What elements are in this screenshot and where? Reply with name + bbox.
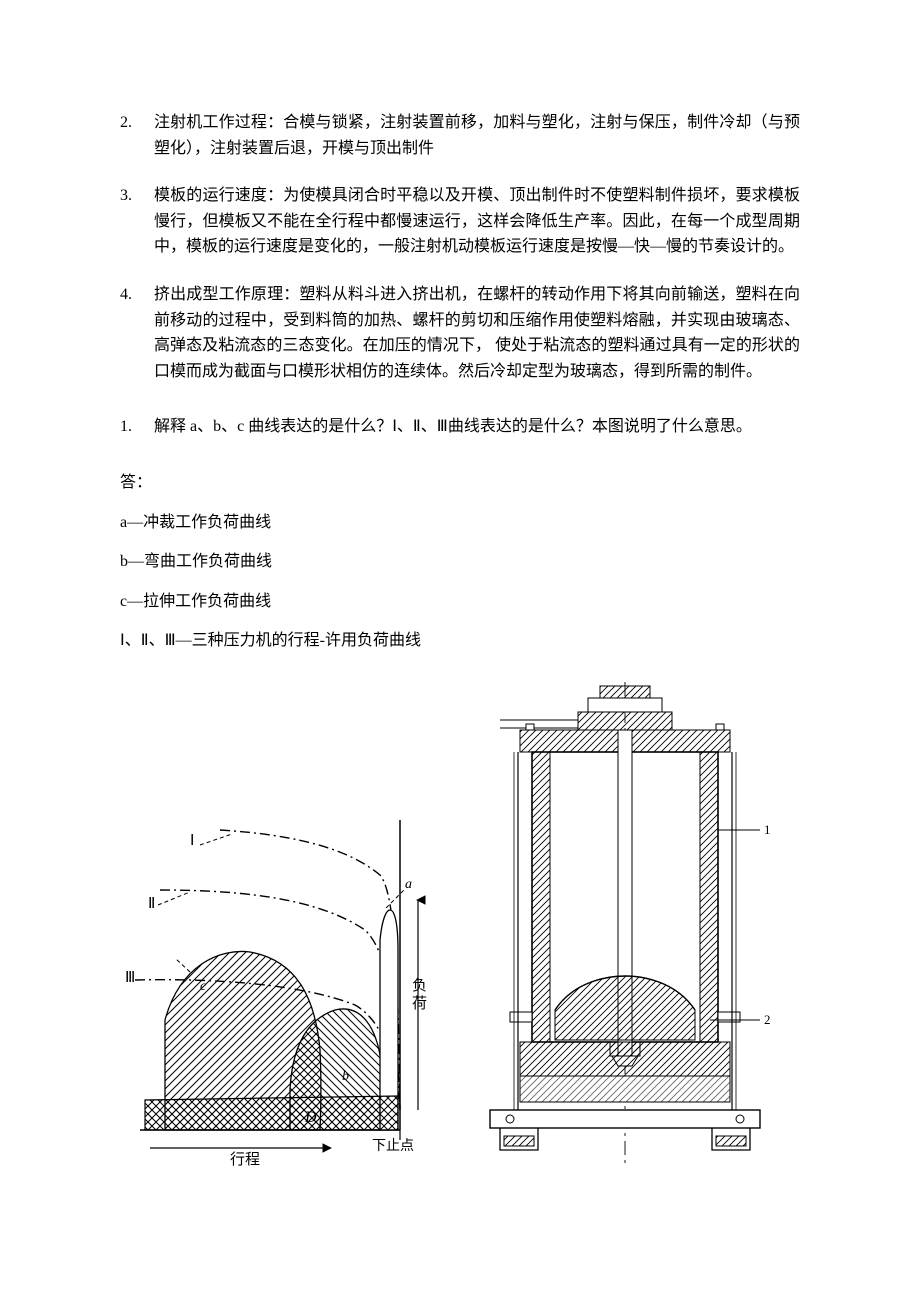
label-I: Ⅰ [190,833,194,849]
answer-label: 答： [120,470,800,496]
label-II: Ⅱ [148,896,155,912]
item-text: 注射机工作过程：合模与锁紧，注射装置前移，加料与塑化，注射与保压，制件冷却（与预… [154,110,800,161]
item-number: 3. [120,183,154,260]
label-b: b [342,1069,349,1084]
label-III: Ⅲ [125,970,135,986]
y-axis-label: 负荷 [412,977,427,1012]
left-chart: Ⅰ Ⅱ Ⅲ a b c D 行程 下止点 负荷 [120,790,450,1170]
list-item-4: 4. 挤出成型工作原理：塑料从料斗进入挤出机，在螺杆的转动作用下将其向前输送，塑… [120,282,800,384]
answer-line: b—弯曲工作负荷曲线 [120,549,800,575]
item-text: 解释 a、b、c 曲线表达的是什么？Ⅰ、Ⅱ、Ⅲ曲线表达的是什么？本图说明了什么意… [154,414,800,440]
item-number: 4. [120,282,154,384]
page: 2. 注射机工作过程：合模与锁紧，注射装置前移，加料与塑化，注射与保压，制件冷却… [0,0,920,1230]
answer-line: a—冲裁工作负荷曲线 [120,510,800,536]
answer-line: Ⅰ、Ⅱ、Ⅲ—三种压力机的行程-许用负荷曲线 [120,628,800,654]
label-a: a [405,877,412,892]
callout-2: 2 [764,1012,771,1027]
question-item: 1. 解释 a、b、c 曲线表达的是什么？Ⅰ、Ⅱ、Ⅲ曲线表达的是什么？本图说明了… [120,414,800,440]
callout-1: 1 [764,822,771,837]
label-c: c [200,979,207,994]
right-diagram: 1 2 [460,680,790,1170]
item-text: 模板的运行速度：为使模具闭合时平稳以及开模、顶出制件时不使塑料制件损坏，要求模板… [154,183,800,260]
figures-row: Ⅰ Ⅱ Ⅲ a b c D 行程 下止点 负荷 [120,680,800,1170]
list-item-2: 2. 注射机工作过程：合模与锁紧，注射装置前移，加料与塑化，注射与保压，制件冷却… [120,110,800,161]
x-axis-label: 行程 [230,1151,260,1168]
answer-line: c—拉伸工作负荷曲线 [120,589,800,615]
item-number: 2. [120,110,154,161]
label-D: D [304,1109,317,1126]
list-item-3: 3. 模板的运行速度：为使模具闭合时平稳以及开模、顶出制件时不使塑料制件损坏，要… [120,183,800,260]
item-text: 挤出成型工作原理：塑料从料斗进入挤出机，在螺杆的转动作用下将其向前输送，塑料在向… [154,282,800,384]
item-number: 1. [120,414,154,440]
bdc-label: 下止点 [372,1138,414,1154]
